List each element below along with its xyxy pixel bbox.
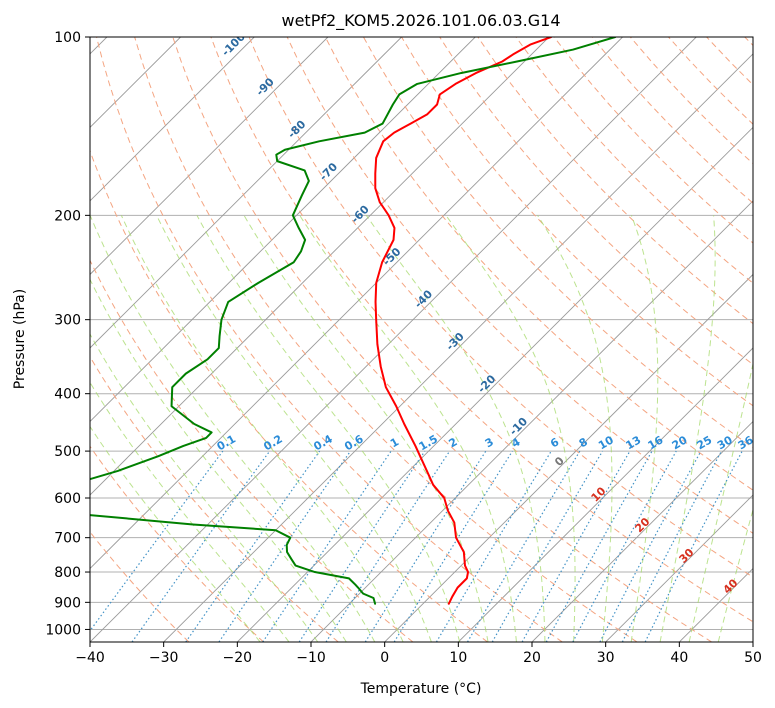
axis-layer: −40 −30 −20 −10 0 10 20 30 40 50 100 200 300 400 500 60… <box>45 30 762 666</box>
plot-area-background <box>90 37 753 642</box>
isotherm--50 <box>90 37 623 570</box>
x-axis-title: Temperature (°C) <box>360 681 482 697</box>
x-tick-label: 20 <box>523 650 541 666</box>
y-tick-label: 700 <box>54 531 81 547</box>
mixing-ratio-line-0.6 <box>218 450 351 642</box>
moist-adiabat-0 <box>120 215 404 642</box>
x-tick-label: 50 <box>744 650 762 666</box>
x-tick-label: −10 <box>296 650 326 666</box>
isotherm--40 <box>90 37 697 642</box>
moist-adiabat--20 <box>90 425 261 642</box>
x-tick-label: −30 <box>149 650 179 666</box>
mixing-ratio-line-3 <box>364 450 487 642</box>
moist-adiabat-8 <box>196 215 461 642</box>
moist-adiabat--16 <box>90 381 290 642</box>
mixing-ratio-line-16 <box>545 450 653 642</box>
isotherm--70 <box>90 37 476 423</box>
x-tick-label: −40 <box>75 650 105 666</box>
isotherm--80 <box>90 37 402 349</box>
y-axis-title: Pressure (hPa) <box>12 289 28 389</box>
mixing-ratio-line-4 <box>393 450 513 642</box>
dry-adiabat-120 <box>477 37 753 325</box>
isotherm-0 <box>384 273 753 642</box>
y-tick-label: 200 <box>54 208 81 224</box>
x-tick-label: 0 <box>380 650 389 666</box>
moist-adiabat-24 <box>445 215 576 642</box>
series-layer <box>90 37 617 605</box>
mixing-ratio-label: 36 <box>736 433 756 452</box>
series-line-dewpoint <box>90 37 617 605</box>
y-tick-label: 600 <box>54 491 81 507</box>
dry-adiabat-60 <box>248 37 753 578</box>
dry-adiabat-40 <box>172 37 713 642</box>
isotherm-10 <box>458 347 753 642</box>
dry-adiabat-130 <box>515 37 753 284</box>
isotherm--30 <box>163 53 753 642</box>
moist-adiabat-28 <box>537 215 613 642</box>
dry-adiabat-20 <box>96 37 563 642</box>
mixing-ratio-line-2 <box>325 450 451 642</box>
mixing-ratio-line-20 <box>572 450 677 642</box>
mixing-ratio-line-13 <box>521 450 631 642</box>
y-tick-label: 1000 <box>45 622 81 638</box>
x-tick-label: −20 <box>223 650 253 666</box>
moist-adiabat--4 <box>90 215 376 642</box>
mixing-ratio-line-1.5 <box>298 450 426 642</box>
mixing-ratio-line-0.2 <box>131 450 271 642</box>
moist-adiabat--8 <box>90 278 347 642</box>
isotherm-20 <box>531 420 753 642</box>
x-tick-label: 30 <box>597 650 615 666</box>
chart-title: wetPf2_KOM5.2026.101.06.03.G14 <box>281 11 560 31</box>
mixing-ratio-line-0.4 <box>185 450 321 642</box>
isotherm--90 <box>90 37 329 276</box>
dry-adiabat-80 <box>324 37 753 491</box>
y-tick-label: 500 <box>54 444 81 460</box>
y-tick-label: 900 <box>54 595 81 611</box>
isotherm--100 <box>90 37 255 202</box>
dry-adiabat--20 <box>90 445 264 642</box>
mixing-ratio-line-0.1 <box>90 450 224 632</box>
mixing-ratio-line-1 <box>262 450 392 642</box>
dry-adiabat-70 <box>286 37 753 534</box>
isotherm--60 <box>90 37 550 496</box>
moist-adiabat-36 <box>659 215 716 642</box>
x-tick-label: 40 <box>670 650 688 666</box>
plot-frame <box>89 36 754 643</box>
moist-adiabat--12 <box>90 333 319 642</box>
moist-adiabat-12 <box>243 215 489 642</box>
dry-adiabat-50 <box>210 37 753 623</box>
y-tick-label: 400 <box>54 387 81 403</box>
moist-adiabat-32 <box>630 215 659 642</box>
isotherm--20 <box>237 126 753 642</box>
y-tick-label: 100 <box>54 30 81 46</box>
moist-adiabat-20 <box>365 215 546 642</box>
moist-adiabat-4 <box>156 215 432 642</box>
dry-adiabat--10 <box>90 355 339 642</box>
mixing-ratio-line-36 <box>644 450 743 642</box>
series-line-temperature <box>374 37 553 605</box>
dry-adiabat-0 <box>90 259 414 642</box>
x-tick-label: 10 <box>449 650 467 666</box>
grid-layer <box>90 37 753 642</box>
y-tick-label: 300 <box>54 313 81 329</box>
isotherm-30 <box>605 494 753 642</box>
y-tick-label: 800 <box>54 565 81 581</box>
